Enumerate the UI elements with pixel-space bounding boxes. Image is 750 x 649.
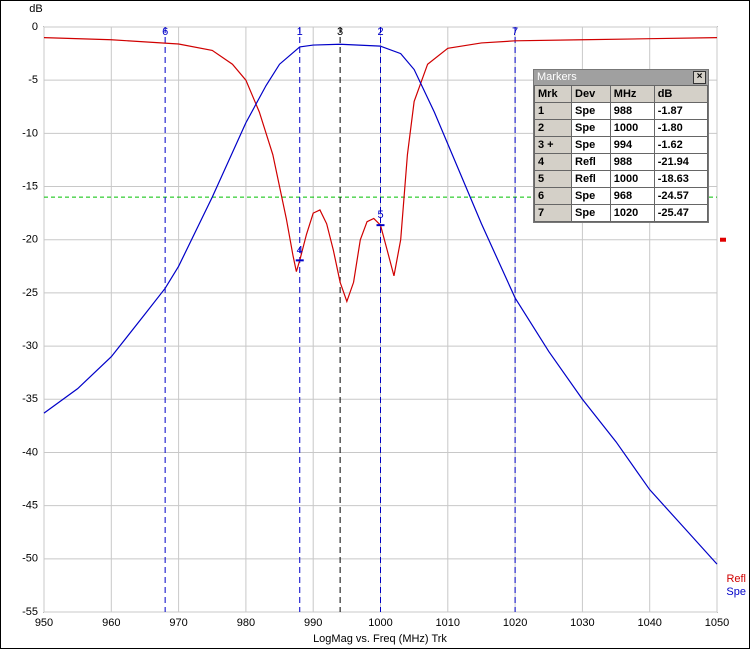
x-tick-label: 1050 <box>705 617 729 629</box>
y-tick-label: -40 <box>22 446 38 458</box>
cell: 5 <box>533 170 573 188</box>
cell: Spe <box>571 136 611 154</box>
marker-row: 2 Spe 1000 -1.80 <box>533 119 709 137</box>
cell: 6 <box>533 187 573 205</box>
y-tick-label: -25 <box>22 287 38 299</box>
marker-label: 7 <box>512 26 518 38</box>
markers-table: Mrk Dev MHz dB 1 Spe 988 -1.87 2 Spe 1000 -1.80 3 + S… <box>533 85 709 222</box>
column-header: dB <box>653 85 709 103</box>
x-tick-label: 980 <box>237 617 255 629</box>
cell: Spe <box>571 204 611 222</box>
cell: 7 <box>533 204 573 222</box>
close-button[interactable]: × <box>693 71 706 84</box>
x-tick-label: 990 <box>304 617 322 629</box>
series-line <box>43 43 718 565</box>
point-marker-label: 4 <box>297 244 303 256</box>
y-tick-label: -50 <box>22 553 38 565</box>
marker-label: 6 <box>162 26 168 38</box>
cell: -1.62 <box>653 136 709 154</box>
markers-window[interactable]: Markers × Mrk Dev MHz dB 1 Spe 988 -1.87 2 Spe 1000… <box>533 69 709 223</box>
cell: -1.87 <box>653 102 709 120</box>
y-axis-label: dB <box>29 3 42 15</box>
x-tick-label: 1000 <box>368 617 392 629</box>
x-tick-label: 1020 <box>503 617 527 629</box>
x-tick-label: 950 <box>35 617 53 629</box>
legend-entry: Refl <box>726 573 746 585</box>
column-header: MHz <box>609 85 655 103</box>
cell: 3 + <box>533 136 573 154</box>
cell: Refl <box>571 170 611 188</box>
x-axis-label: LogMag vs. Freq (MHz) Trk <box>313 633 447 645</box>
point-marker-label: 5 <box>377 209 383 221</box>
y-tick-label: -15 <box>22 180 38 192</box>
cell: -1.80 <box>653 119 709 137</box>
cell: -25.47 <box>653 204 709 222</box>
y-tick-label: -20 <box>22 234 38 246</box>
cell: 994 <box>609 136 655 154</box>
ref-level-marker <box>720 237 726 242</box>
cell: -21.94 <box>653 153 709 171</box>
marker-row: 4 Refl 988 -21.94 <box>533 153 709 171</box>
marker-row: 5 Refl 1000 -18.63 <box>533 170 709 188</box>
marker-row: 3 + Spe 994 -1.62 <box>533 136 709 154</box>
cell: -18.63 <box>653 170 709 188</box>
x-tick-label: 970 <box>169 617 187 629</box>
legend-entry: Spe <box>726 586 746 598</box>
cell: 4 <box>533 153 573 171</box>
cell: 988 <box>609 153 655 171</box>
cell: 1000 <box>609 170 655 188</box>
column-header: Mrk <box>533 85 573 103</box>
cell: 1000 <box>609 119 655 137</box>
y-tick-label: -5 <box>28 74 38 86</box>
marker-label: 3 <box>337 26 343 38</box>
y-tick-label: -10 <box>22 127 38 139</box>
marker-row: 7 Spe 1020 -25.47 <box>533 204 709 222</box>
cell: 1020 <box>609 204 655 222</box>
cell: 1 <box>533 102 573 120</box>
cell: Spe <box>571 187 611 205</box>
marker-row: 1 Spe 988 -1.87 <box>533 102 709 120</box>
column-header: Dev <box>571 85 611 103</box>
cell: 2 <box>533 119 573 137</box>
marker-label: 2 <box>377 26 383 38</box>
cell: Spe <box>571 119 611 137</box>
series-line <box>43 37 718 304</box>
y-tick-label: -45 <box>22 500 38 512</box>
y-tick-label: 0 <box>32 21 38 33</box>
y-tick-label: -35 <box>22 393 38 405</box>
x-tick-label: 960 <box>102 617 120 629</box>
x-tick-label: 1040 <box>637 617 661 629</box>
cell: 968 <box>609 187 655 205</box>
x-tick-label: 1010 <box>436 617 460 629</box>
marker-row: 6 Spe 968 -24.57 <box>533 187 709 205</box>
y-tick-label: -30 <box>22 340 38 352</box>
cell: Refl <box>571 153 611 171</box>
window-title: Markers × <box>534 70 708 85</box>
y-tick-label: -55 <box>22 606 38 618</box>
cell: -24.57 <box>653 187 709 205</box>
header-row: Mrk Dev MHz dB <box>533 85 709 103</box>
title-text: Markers <box>537 71 577 83</box>
cell: Spe <box>571 102 611 120</box>
x-tick-label: 1030 <box>570 617 594 629</box>
cell: 988 <box>609 102 655 120</box>
marker-label: 1 <box>297 26 303 38</box>
